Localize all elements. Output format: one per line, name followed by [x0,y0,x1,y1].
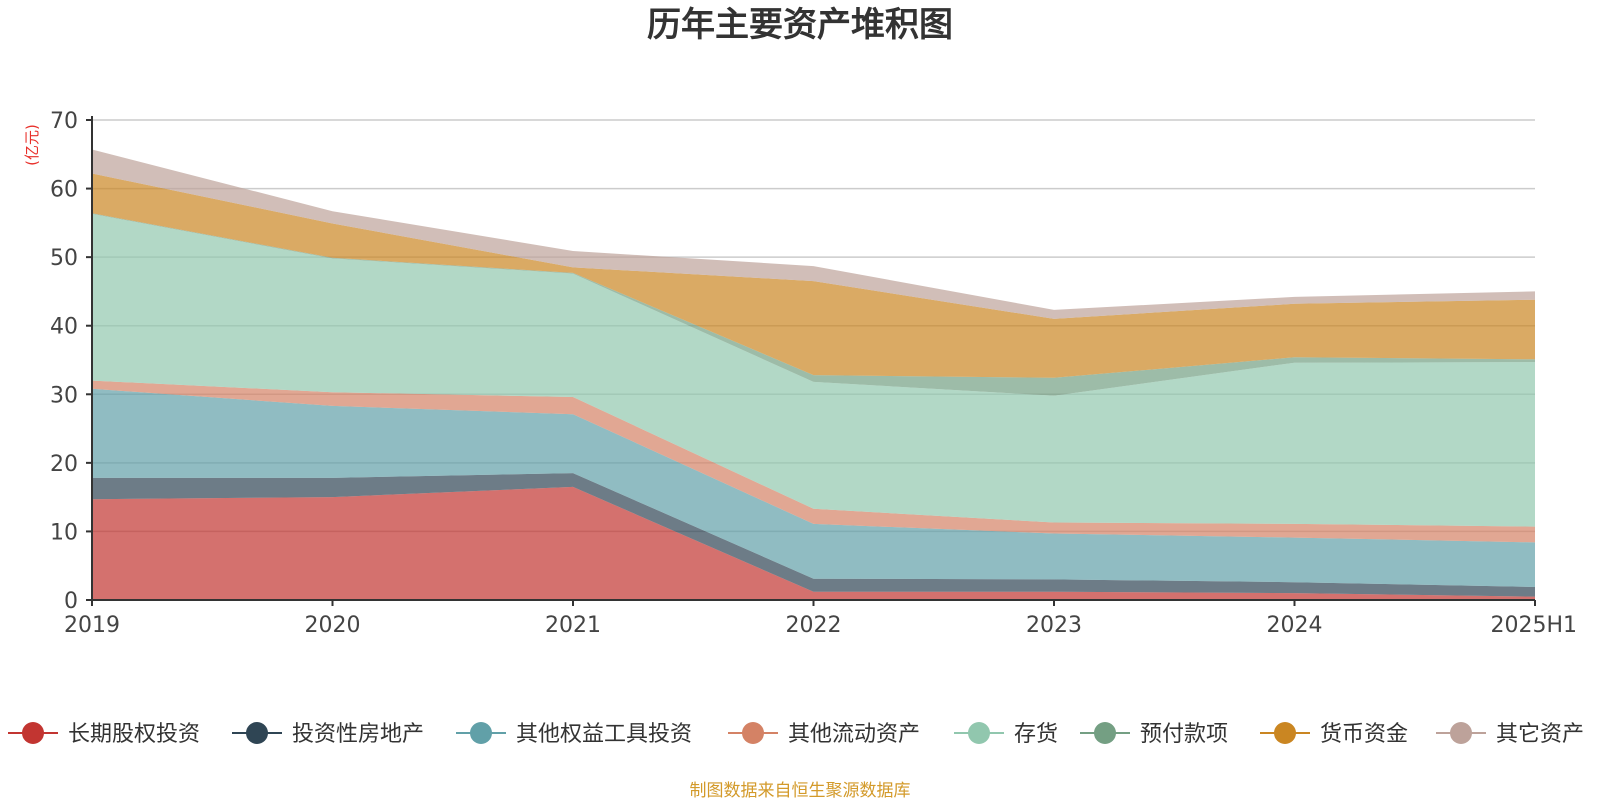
area-series-3[interactable] [92,388,1535,587]
axes: 0 10 20 30 40 50 60 70 2019 2020 2021 2022 2023 2024 2… [50,109,1577,638]
legend-item[interactable]: 其他权益工具投资 [456,722,692,747]
legend-label: 投资性房地产 [292,722,424,747]
y-tick-label: 0 [64,589,78,614]
legend-label: 其它资产 [1496,722,1584,747]
legend-marker [1450,722,1472,744]
x-tick-label: 2019 [64,613,120,638]
x-tick-label: 2025H1 [1490,613,1577,638]
legend-item[interactable]: 预付款项 [1080,722,1228,747]
legend-item[interactable]: 长期股权投资 [8,722,200,747]
legend-label: 预付款项 [1140,722,1228,747]
x-tick-label: 2022 [786,613,842,638]
legend-label: 其他流动资产 [788,722,920,747]
legend-marker [1094,722,1116,744]
legend-label: 存货 [1014,722,1058,747]
x-tick-label: 2021 [545,613,601,638]
y-tick-label: 40 [50,315,78,340]
legend[interactable]: 长期股权投资 投资性房地产 其他权益工具投资 其他流动资产 存货 预付款项 货币资金 其它资产 [8,722,1584,747]
area-series-4[interactable] [92,380,1535,543]
y-tick-label: 70 [50,109,78,134]
chart-title: 历年主要资产堆积图 [647,5,953,45]
legend-marker [22,722,44,744]
x-tick-label: 2023 [1026,613,1082,638]
x-tick-label: 2024 [1267,613,1323,638]
y-tick-label: 50 [50,246,78,271]
legend-marker [470,722,492,744]
area-series-group [92,149,1535,600]
area-series-8[interactable] [92,149,1535,319]
y-tick-label: 10 [50,520,78,545]
legend-item[interactable]: 其他流动资产 [728,722,920,747]
legend-item[interactable]: 货币资金 [1260,722,1408,747]
x-tick-label: 2020 [305,613,361,638]
y-tick-label: 60 [50,178,78,203]
legend-item[interactable]: 其它资产 [1436,722,1584,747]
legend-marker [968,722,990,744]
area-series-2[interactable] [92,473,1535,597]
y-axis-unit: (亿元) [23,124,41,166]
legend-label: 货币资金 [1320,722,1408,747]
area-series-1[interactable] [92,486,1535,600]
legend-item[interactable]: 投资性房地产 [232,722,424,747]
source-note: 制图数据来自恒生聚源数据库 [690,781,911,800]
area-series-5[interactable] [92,213,1535,527]
y-tick-label: 30 [50,383,78,408]
legend-label: 长期股权投资 [68,722,200,747]
legend-label: 其他权益工具投资 [516,722,692,747]
legend-marker [742,722,764,744]
legend-item[interactable]: 存货 [954,722,1058,747]
legend-marker [1274,722,1296,744]
legend-marker [246,722,268,744]
area-series-7[interactable] [92,173,1535,378]
y-tick-label: 20 [50,452,78,477]
